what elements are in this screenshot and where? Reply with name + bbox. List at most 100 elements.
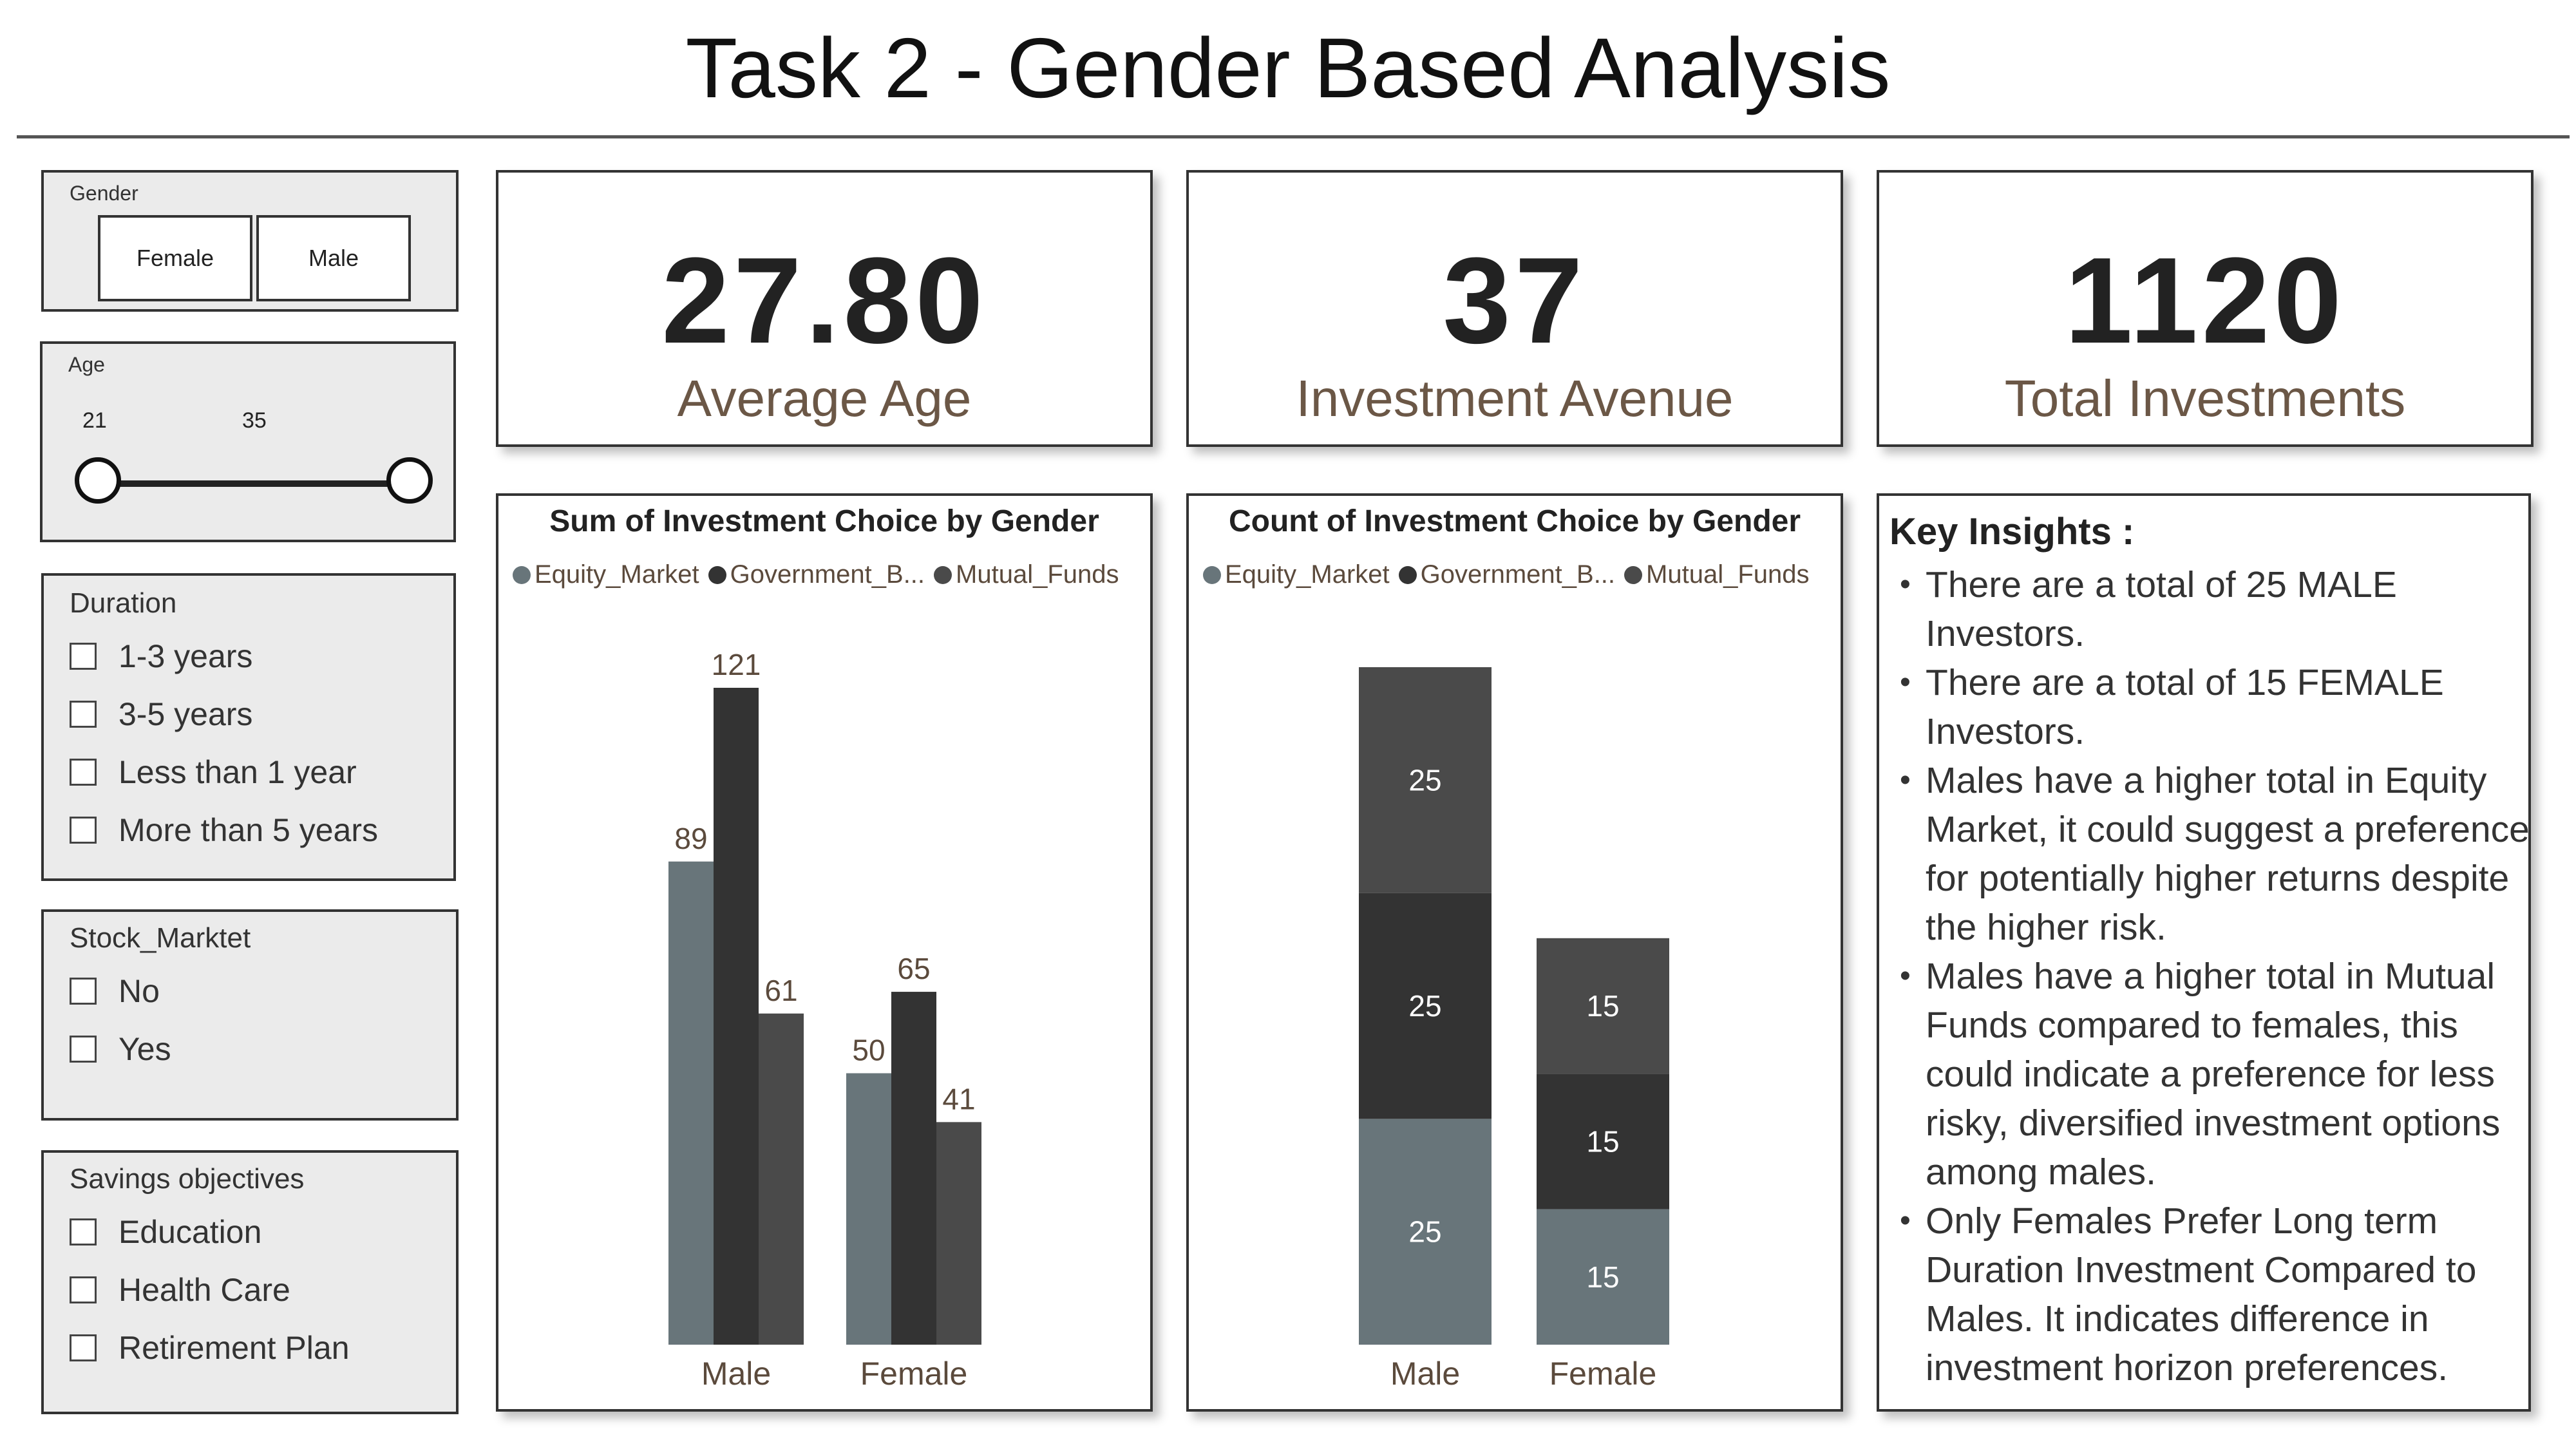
insight-item: Males have a higher total in Equity Mark… [1900, 756, 2555, 952]
stack-female-0[interactable] [1537, 1209, 1669, 1345]
stack-male-0[interactable] [1359, 1119, 1492, 1345]
legend-item-government[interactable]: Government_B... [708, 560, 925, 589]
stack-female-1[interactable] [1537, 1074, 1669, 1209]
age-min-label: 21 [82, 408, 107, 433]
kpi-label: Investment Avenue [1296, 370, 1734, 427]
kpi-card-average-age: 27.80 Average Age [496, 170, 1153, 447]
savings-option[interactable]: Education [70, 1203, 350, 1261]
stock-market-slicer: Stock_Marktet No Yes [41, 909, 459, 1121]
option-label: Education [118, 1214, 262, 1250]
checkbox[interactable] [70, 1036, 97, 1063]
legend-label: Mutual_Funds [1646, 560, 1810, 589]
checkbox[interactable] [70, 643, 97, 670]
gender-slicer-title: Gender [70, 182, 138, 205]
savings-slicer-title: Savings objectives [70, 1163, 305, 1195]
insight-item: Males have a higher total in Mutual Fund… [1900, 952, 2555, 1197]
checkbox[interactable] [70, 1334, 97, 1361]
duration-option[interactable]: 3-5 years [70, 685, 378, 743]
data-label: 15 [1586, 989, 1619, 1023]
category-label: Female [860, 1356, 968, 1392]
legend-item-mutual[interactable]: Mutual_Funds [934, 560, 1119, 589]
bar-female-2[interactable] [936, 1122, 981, 1345]
legend-item-mutual[interactable]: Mutual_Funds [1624, 560, 1810, 589]
stack-male-2[interactable] [1359, 667, 1492, 893]
bar-male-2[interactable] [759, 1013, 804, 1345]
stock-market-option[interactable]: Yes [70, 1020, 171, 1078]
legend-dot [1624, 565, 1643, 584]
checkbox[interactable] [70, 1218, 97, 1245]
legend-dot [1398, 565, 1417, 584]
chart-legend: Equity_Market Government_B... Mutual_Fun… [1203, 560, 1819, 589]
checkbox[interactable] [70, 817, 97, 844]
age-slicer-title: Age [68, 353, 105, 376]
legend-dot [708, 565, 726, 584]
insights-list: There are a total of 25 MALE Investors. … [1900, 560, 2555, 1392]
savings-option[interactable]: Retirement Plan [70, 1319, 350, 1377]
savings-option[interactable]: Health Care [70, 1261, 350, 1319]
data-label: 89 [674, 822, 707, 855]
insight-item: There are a total of 15 FEMALE Investors… [1900, 658, 2555, 756]
bar-male-1[interactable] [714, 688, 759, 1345]
age-slider-track[interactable] [100, 480, 397, 487]
duration-option[interactable]: Less than 1 year [70, 743, 378, 801]
kpi-value: 1120 [2064, 232, 2346, 369]
stacked-bar-chart: 25 25 25 Male 15 15 15 Female [1359, 667, 1669, 1392]
duration-slicer-title: Duration [70, 587, 177, 619]
data-label: 25 [1408, 1215, 1441, 1249]
gender-option-female[interactable]: Female [98, 215, 252, 301]
option-label: Retirement Plan [118, 1330, 350, 1366]
kpi-value: 27.80 [661, 232, 987, 369]
kpi-card-investment-avenue: 37 Investment Avenue [1186, 170, 1843, 447]
duration-option[interactable]: More than 5 years [70, 801, 378, 859]
age-max-label: 35 [242, 408, 267, 433]
chart-sum-investment-choice: Sum of Investment Choice by Gender Equit… [496, 493, 1153, 1412]
insight-item: Only Females Prefer Long term Duration I… [1900, 1197, 2555, 1392]
age-slider-min-handle[interactable] [75, 457, 121, 504]
option-label: 3-5 years [118, 696, 253, 732]
data-label: 61 [764, 974, 797, 1007]
checkbox[interactable] [70, 1276, 97, 1303]
stack-male-1[interactable] [1359, 893, 1492, 1119]
age-slicer: Age 21 35 [40, 341, 456, 542]
legend-label: Government_B... [1420, 560, 1616, 589]
chart-title: Sum of Investment Choice by Gender [549, 504, 1099, 538]
age-slider-max-handle[interactable] [386, 457, 433, 504]
bar-female-1[interactable] [891, 992, 936, 1345]
option-label: Yes [118, 1031, 171, 1067]
checkbox[interactable] [70, 701, 97, 728]
option-label: 1-3 years [118, 638, 253, 674]
stock-market-option[interactable]: No [70, 962, 171, 1020]
category-label: Male [701, 1356, 771, 1392]
legend-label: Mutual_Funds [956, 560, 1119, 589]
data-label: 15 [1586, 1124, 1619, 1158]
bar-male-0[interactable] [668, 861, 714, 1345]
checkbox[interactable] [70, 759, 97, 786]
category-label: Female [1549, 1356, 1657, 1392]
legend-item-government[interactable]: Government_B... [1398, 560, 1616, 589]
bar-female-0[interactable] [846, 1073, 891, 1345]
gender-slicer: Gender Female Male [41, 170, 459, 312]
data-label: 41 [942, 1082, 975, 1115]
legend-label: Equity_Market [1225, 560, 1390, 589]
insights-title: Key Insights : [1889, 511, 2135, 553]
page-title: Task 2 - Gender Based Analysis [685, 21, 1891, 115]
legend-label: Government_B... [730, 560, 925, 589]
chart-title: Count of Investment Choice by Gender [1228, 504, 1801, 538]
chart-count-investment-choice: Count of Investment Choice by Gender Equ… [1186, 493, 1843, 1412]
gender-option-male[interactable]: Male [256, 215, 411, 301]
option-label: Health Care [118, 1272, 290, 1308]
option-label: Less than 1 year [118, 754, 357, 790]
stock-market-slicer-title: Stock_Marktet [70, 922, 251, 954]
key-insights-panel: Key Insights : There are a total of 25 M… [1877, 493, 2531, 1412]
checkbox[interactable] [70, 978, 97, 1005]
legend-dot [934, 565, 952, 584]
data-label: 65 [897, 952, 930, 985]
option-label: More than 5 years [118, 812, 378, 848]
stack-female-2[interactable] [1537, 938, 1669, 1074]
data-label: 25 [1408, 763, 1441, 797]
legend-item-equity[interactable]: Equity_Market [1203, 560, 1390, 589]
duration-option[interactable]: 1-3 years [70, 627, 378, 685]
insight-item: There are a total of 25 MALE Investors. [1900, 560, 2555, 658]
legend-item-equity[interactable]: Equity_Market [513, 560, 699, 589]
option-label: No [118, 973, 160, 1009]
